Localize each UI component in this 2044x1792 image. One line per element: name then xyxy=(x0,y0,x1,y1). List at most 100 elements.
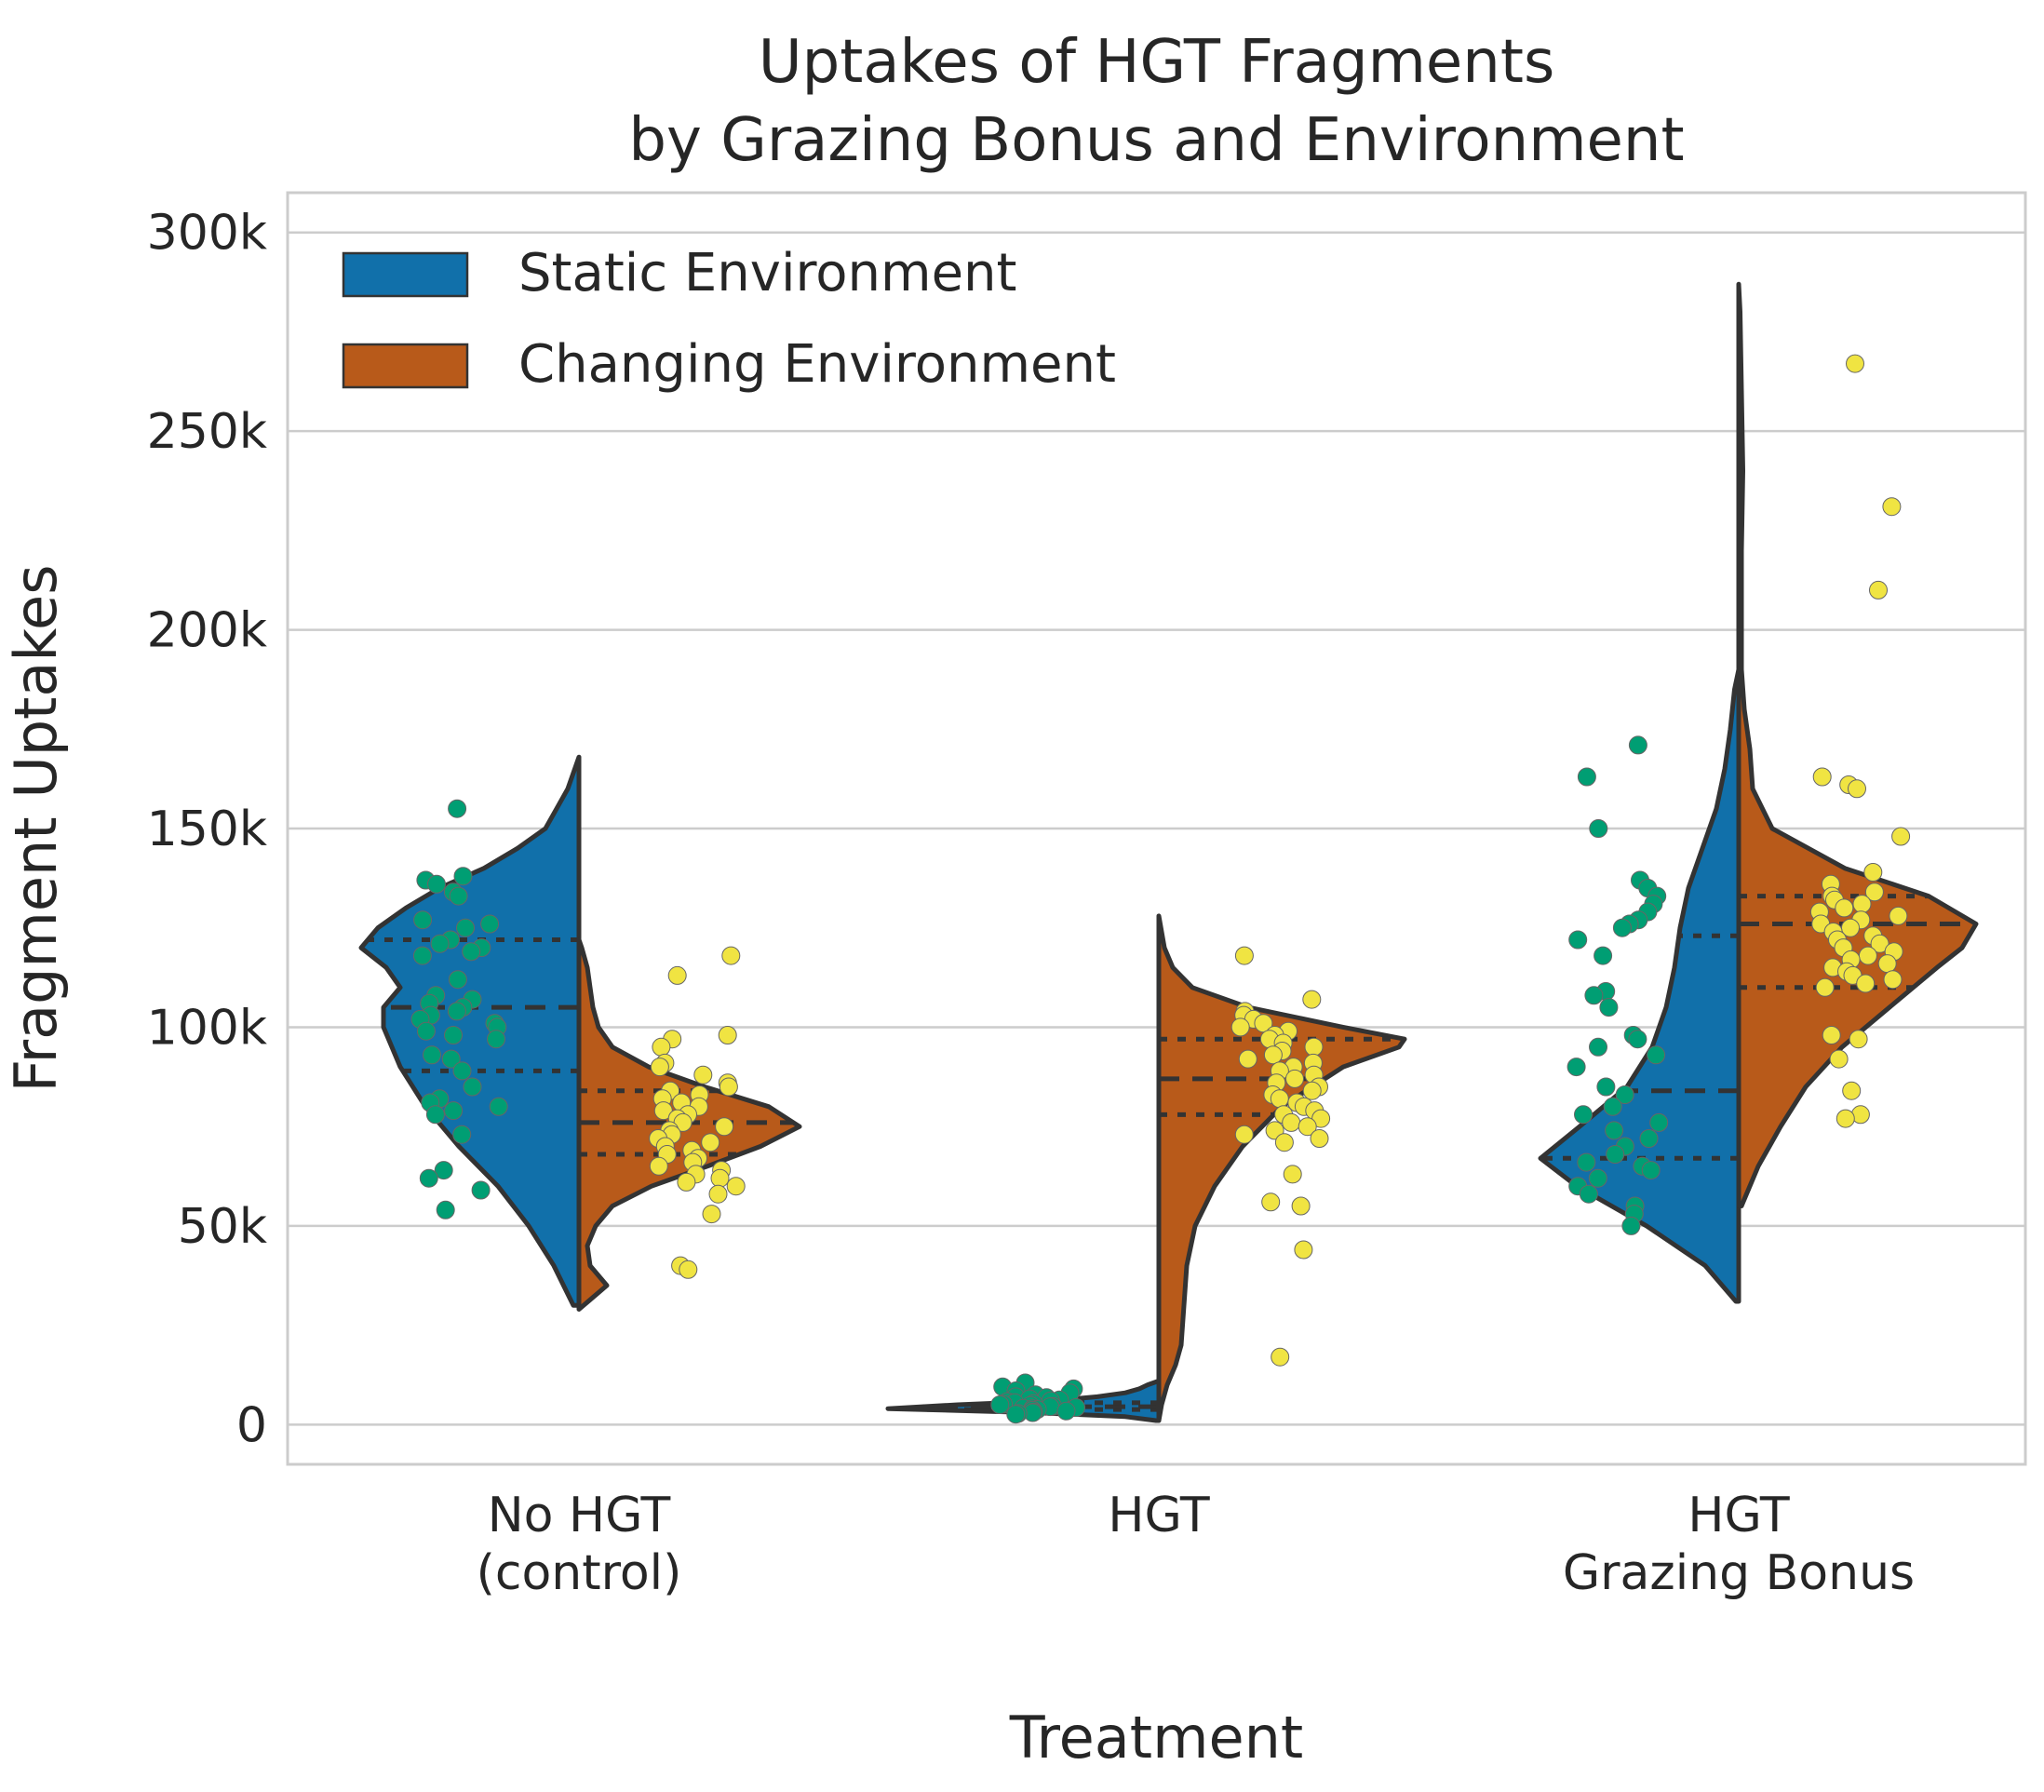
data-point xyxy=(412,946,432,965)
data-point xyxy=(1588,1168,1607,1188)
data-point xyxy=(710,1168,730,1188)
plot-frame xyxy=(286,191,2027,1466)
data-point xyxy=(726,1177,746,1196)
data-point xyxy=(1849,1030,1868,1049)
data-point xyxy=(1822,1026,1841,1044)
data-point xyxy=(721,946,741,965)
legend-label: Changing Environment xyxy=(518,334,1116,395)
data-point xyxy=(1864,883,1884,902)
data-point xyxy=(1298,1117,1317,1137)
data-point xyxy=(425,1105,445,1125)
x-tick-label-line: (control) xyxy=(477,1545,682,1601)
data-point xyxy=(1615,1085,1634,1104)
data-point xyxy=(1270,1089,1289,1109)
x-tick-label: HGT xyxy=(1108,1488,1210,1543)
x-axis-label: Treatment xyxy=(1009,1704,1303,1772)
y-tick-label: 50k xyxy=(178,1199,267,1255)
data-point xyxy=(1829,1049,1849,1069)
data-point xyxy=(1641,1161,1661,1180)
data-point xyxy=(416,1021,436,1041)
data-point xyxy=(1302,1081,1322,1100)
data-point xyxy=(649,1156,668,1176)
data-point xyxy=(1285,1069,1304,1088)
y-tick-labels: 0 50k 100k 150k 200k 250k 300k xyxy=(147,206,267,1454)
data-point xyxy=(1283,1165,1302,1184)
data-point xyxy=(1863,863,1883,882)
data-point xyxy=(1869,580,1888,600)
data-point xyxy=(489,1097,508,1116)
data-point xyxy=(487,1030,505,1049)
data-point xyxy=(1812,767,1832,787)
data-point xyxy=(1846,354,1864,373)
data-point xyxy=(1302,990,1322,1009)
data-point xyxy=(423,1045,441,1065)
data-point xyxy=(1589,819,1608,838)
data-point xyxy=(1261,1192,1281,1212)
data-point xyxy=(1574,1105,1593,1125)
y-tick-label: 200k xyxy=(147,603,267,659)
data-point xyxy=(1579,1184,1598,1204)
y-tick-label: 100k xyxy=(147,1000,267,1056)
data-point xyxy=(718,1026,737,1044)
data-point xyxy=(1238,1049,1257,1069)
legend-swatch xyxy=(342,251,469,298)
data-point xyxy=(444,1101,464,1121)
y-tick-label: 150k xyxy=(147,802,267,857)
data-point xyxy=(1599,998,1619,1017)
data-point xyxy=(463,1077,482,1097)
data-point xyxy=(1304,1037,1324,1057)
data-point xyxy=(448,970,467,990)
data-point xyxy=(1628,735,1647,755)
data-point xyxy=(1234,946,1254,965)
y-axis-label: Fragment Uptakes xyxy=(2,564,70,1092)
data-point xyxy=(471,1180,491,1200)
data-point xyxy=(419,1168,438,1188)
data-point xyxy=(1606,1145,1625,1164)
data-point xyxy=(427,874,446,894)
data-point xyxy=(1310,1129,1329,1148)
data-point xyxy=(693,1065,713,1085)
data-point xyxy=(1848,779,1866,799)
data-point xyxy=(462,942,481,962)
data-point xyxy=(444,1026,463,1044)
data-point xyxy=(1858,946,1877,965)
data-point xyxy=(1603,1097,1622,1116)
data-point xyxy=(1291,1196,1311,1216)
points xyxy=(410,354,1911,1424)
legend-swatch xyxy=(342,343,469,389)
data-point xyxy=(650,1058,669,1077)
data-point xyxy=(1577,1152,1596,1172)
data-point xyxy=(702,1205,721,1224)
data-point xyxy=(1647,1045,1666,1065)
data-point xyxy=(1639,1129,1659,1148)
x-tick-label-line: No HGT xyxy=(488,1488,671,1543)
data-point xyxy=(1891,827,1911,846)
data-point xyxy=(1271,1347,1290,1367)
data-point xyxy=(701,1133,720,1152)
data-point xyxy=(413,910,433,930)
data-point xyxy=(448,799,467,818)
data-point xyxy=(1883,970,1903,990)
data-point xyxy=(1594,946,1613,965)
data-point xyxy=(1856,974,1876,993)
data-point xyxy=(1889,906,1908,925)
data-point xyxy=(652,1037,671,1057)
data-point xyxy=(1835,898,1854,918)
x-tick-label-line: HGT xyxy=(1108,1488,1210,1543)
data-point xyxy=(1842,1081,1862,1100)
data-point xyxy=(1263,1045,1283,1065)
chart-title-line: Uptakes of HGT Fragments xyxy=(759,28,1555,97)
data-point xyxy=(1621,1216,1641,1235)
chart-title: Uptakes of HGT Fragments by Grazing Bonus… xyxy=(628,28,1684,175)
violin-half xyxy=(358,754,582,1308)
data-point xyxy=(653,1101,673,1121)
y-tick-label: 250k xyxy=(147,404,267,460)
data-point xyxy=(1234,1125,1254,1144)
data-point xyxy=(1282,1112,1301,1132)
data-point xyxy=(1877,954,1897,974)
data-point xyxy=(1836,1109,1855,1128)
data-point xyxy=(708,1184,728,1204)
data-point xyxy=(1870,934,1889,953)
data-point xyxy=(1230,1017,1250,1037)
